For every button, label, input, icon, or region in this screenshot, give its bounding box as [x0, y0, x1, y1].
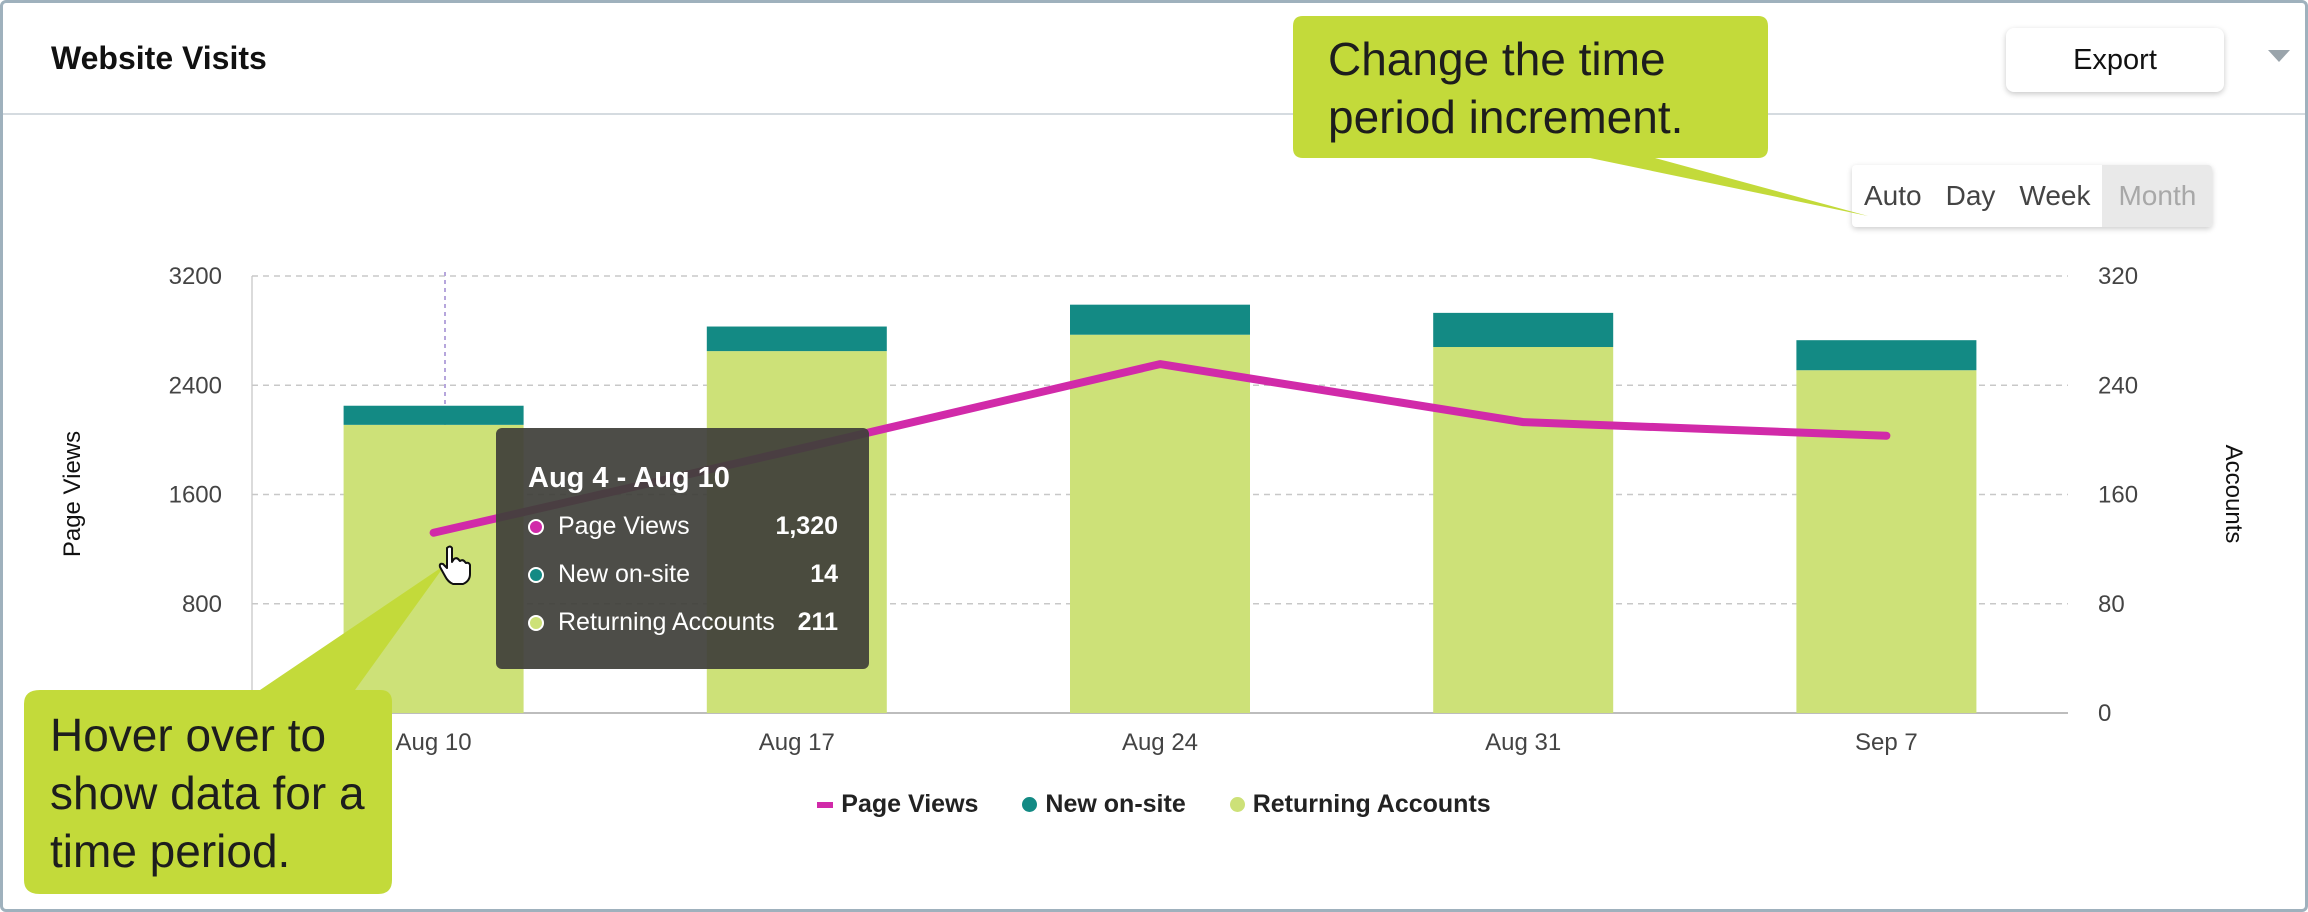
- bar-new-on-site: [1796, 340, 1977, 371]
- x-tick-label: Aug 10: [396, 729, 472, 756]
- legend-item-new-on-site[interactable]: New on-site: [1022, 790, 1186, 819]
- tooltip-value: 1,320: [775, 512, 838, 540]
- bar-returning-accounts: [1796, 370, 1977, 713]
- y-tick-label-left: 800: [182, 591, 222, 618]
- time-period-toggle: Auto Day Week Month: [1852, 165, 2213, 227]
- legend-label: Page Views: [841, 790, 979, 818]
- tooltip-row-new-on-site: New on-site 14: [528, 560, 838, 589]
- x-tick-label: Aug 31: [1485, 729, 1561, 756]
- tooltip-row-returning-accounts: Returning Accounts 211: [528, 608, 838, 637]
- tooltip-value: 211: [797, 608, 838, 636]
- widget-title: Website Visits: [51, 40, 267, 76]
- y-tick-label-right: 0: [2098, 700, 2111, 727]
- legend-label: Returning Accounts: [1252, 790, 1491, 818]
- dot-swatch-icon: [1022, 797, 1038, 812]
- y-tick-label-left: 1600: [169, 482, 222, 509]
- tooltip-label: Page Views: [558, 512, 690, 540]
- y-tick-label-left: 2400: [169, 372, 222, 399]
- export-button[interactable]: Export: [2006, 28, 2224, 92]
- bar-new-on-site: [343, 405, 524, 425]
- x-tick-label: Sep 7: [1855, 729, 1918, 756]
- tooltip-title: Aug 4 - Aug 10: [528, 462, 730, 494]
- y-tick-label-right: 160: [2098, 482, 2138, 509]
- period-option-day[interactable]: Day: [1945, 180, 1996, 211]
- page-views-dot-icon: [528, 518, 544, 535]
- x-tick-label: Aug 17: [759, 729, 835, 756]
- y-tick-label-right: 320: [2098, 263, 2138, 290]
- callout-hover-text: Hover over to show data for a time perio…: [50, 709, 365, 877]
- bar-new-on-site: [1433, 312, 1614, 348]
- legend-item-page-views[interactable]: Page Views: [817, 790, 978, 819]
- line-swatch-icon: [817, 801, 834, 808]
- hand-cursor-icon: [438, 545, 471, 585]
- y-axis-title-left: Page Views: [59, 431, 86, 557]
- legend-label: New on-site: [1045, 790, 1186, 818]
- x-tick-label: Aug 24: [1122, 729, 1198, 756]
- returning-accounts-dot-icon: [528, 614, 544, 631]
- tooltip-label: New on-site: [558, 560, 690, 588]
- y-tick-label-left: 3200: [169, 263, 222, 290]
- tooltip-value: 14: [810, 560, 838, 588]
- bar-returning-accounts: [1433, 347, 1614, 713]
- legend-item-returning-accounts[interactable]: Returning Accounts: [1229, 790, 1491, 819]
- chart-legend: Page Views New on-site Returning Account…: [0, 790, 2308, 819]
- chevron-down-icon[interactable]: [2268, 50, 2290, 62]
- hover-tooltip: Aug 4 - Aug 10 Page Views 1,320 New on-s…: [496, 428, 869, 669]
- tooltip-row-page-views: Page Views 1,320: [528, 512, 838, 541]
- y-axis-title-right: Accounts: [2220, 445, 2247, 544]
- period-option-month[interactable]: Month: [2102, 165, 2213, 227]
- period-option-week[interactable]: Week: [2019, 180, 2091, 211]
- bar-new-on-site: [706, 326, 887, 352]
- new-on-site-dot-icon: [528, 566, 544, 583]
- period-option-auto[interactable]: Auto: [1864, 180, 1922, 211]
- dot-swatch-icon: [1229, 797, 1245, 812]
- bar-new-on-site: [1070, 304, 1250, 335]
- tooltip-label: Returning Accounts: [558, 608, 775, 636]
- header-divider: [3, 113, 2305, 115]
- y-tick-label-right: 240: [2098, 372, 2138, 399]
- y-tick-label-right: 80: [2098, 591, 2125, 618]
- callout-time-period-text: Change the time period increment.: [1328, 33, 1684, 143]
- bar-returning-accounts: [1070, 334, 1250, 713]
